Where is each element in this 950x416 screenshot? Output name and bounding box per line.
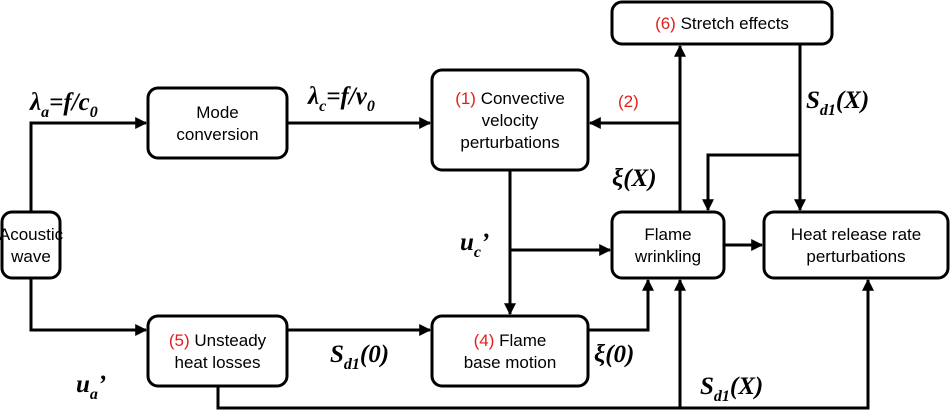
connectors [29,44,874,410]
node-box [430,68,590,172]
label-part: S [700,373,714,400]
subscript: 0 [367,98,375,115]
node-number: (1) [455,89,476,108]
label-part: λ [307,83,319,110]
label-part: ’ [481,229,489,256]
node-label: conversion [176,125,258,144]
node: (4) Flame base motion [430,314,590,388]
node-box [430,314,590,388]
node-text: perturbations [460,133,559,152]
node-label: perturbations [460,133,559,152]
node-text: wrinkling [634,247,701,266]
label-part: ’ [98,371,106,398]
node-label: (4) Flame [474,331,547,350]
node: (6) Stretch effects [610,0,834,46]
node-text: Convective [481,89,565,108]
edge-label: uc’ [460,229,489,261]
node-text: perturbations [806,247,905,266]
subscript: a [90,386,98,403]
edge-label: ua’ [76,371,106,403]
label-part: u [76,371,90,398]
label-part: S [806,87,820,114]
node-label: base motion [464,353,557,372]
node-text: Mode [196,103,239,122]
node-label: wave [10,247,51,266]
edge-label: λc=f/v0 [307,83,375,115]
node-label: (5) Unsteady [169,331,267,350]
node-box [762,210,950,280]
node-label: perturbations [806,247,905,266]
edge-label: Sd1(0) [330,341,389,373]
node: (1) Convective velocity perturbations [430,68,590,172]
subscript: c [474,244,481,261]
node-text: Stretch effects [681,14,789,33]
node-number: (6) [655,14,676,33]
node-text: Flame [499,331,546,350]
node: Acoustic wave [0,210,64,280]
subscript: d1 [714,388,730,405]
node: Mode conversion [146,86,289,160]
subscript: c [319,98,326,115]
node-text: Flame [644,225,691,244]
node-label: (6) Stretch effects [655,14,789,33]
label-part: u [460,229,474,256]
node-text: wave [10,247,51,266]
subscript: d1 [344,356,360,373]
arrow [29,278,148,336]
node-label: wrinkling [634,247,701,266]
subscript: 0 [90,104,98,121]
node-text: velocity [482,111,539,130]
label-part: S [330,341,344,368]
edge-label: Sd1(X) [700,373,763,405]
arrow [29,117,148,212]
edge-label: ξ(0) [594,341,634,368]
label-part: (0) [360,341,389,368]
node-label: Flame [644,225,691,244]
label-part: (2) [618,92,639,111]
label-part: =f/v [326,83,368,110]
node-label: velocity [482,111,539,130]
node-text: Heat release rate [791,225,921,244]
label-part: ξ(0) [594,341,634,368]
label-part: (X) [836,87,869,114]
node-box [610,0,834,46]
node-text: base motion [464,353,557,372]
node-label: Acoustic [0,225,64,244]
node: Heat release rate perturbations [762,210,950,280]
node-text: Unsteady [194,331,266,350]
label-part: =f/c [49,89,90,116]
node: Flame wrinkling [610,210,726,280]
arrow [588,278,654,332]
label-part: λ [29,89,41,116]
node: (5) Unsteady heat losses [146,314,289,388]
node-label: Mode [196,103,239,122]
node-text: Acoustic [0,225,64,244]
nodes: Acoustic wave Mode conversion (1) Convective… [0,0,950,388]
node-box [610,210,726,280]
edge-label: λa=f/c0 [29,89,98,121]
node-label: (1) Convective [455,89,565,108]
node-text: heat losses [175,353,261,372]
node-box [0,210,62,280]
edge-label: ξ(X) [612,165,657,192]
node-label: heat losses [175,353,261,372]
label-part: ξ(X) [612,165,657,192]
node-box [146,314,289,388]
subscript: d1 [820,102,836,119]
node-label: Heat release rate [791,225,921,244]
edge-label: (2) [618,92,639,111]
node-box [146,86,289,160]
subscript: a [41,104,49,121]
node-number: (4) [474,331,495,350]
arrow [216,278,874,410]
node-number: (5) [169,331,190,350]
edge-label: Sd1(X) [806,87,869,119]
arrow [702,153,800,212]
label-part: (X) [730,373,763,400]
node-text: conversion [176,125,258,144]
